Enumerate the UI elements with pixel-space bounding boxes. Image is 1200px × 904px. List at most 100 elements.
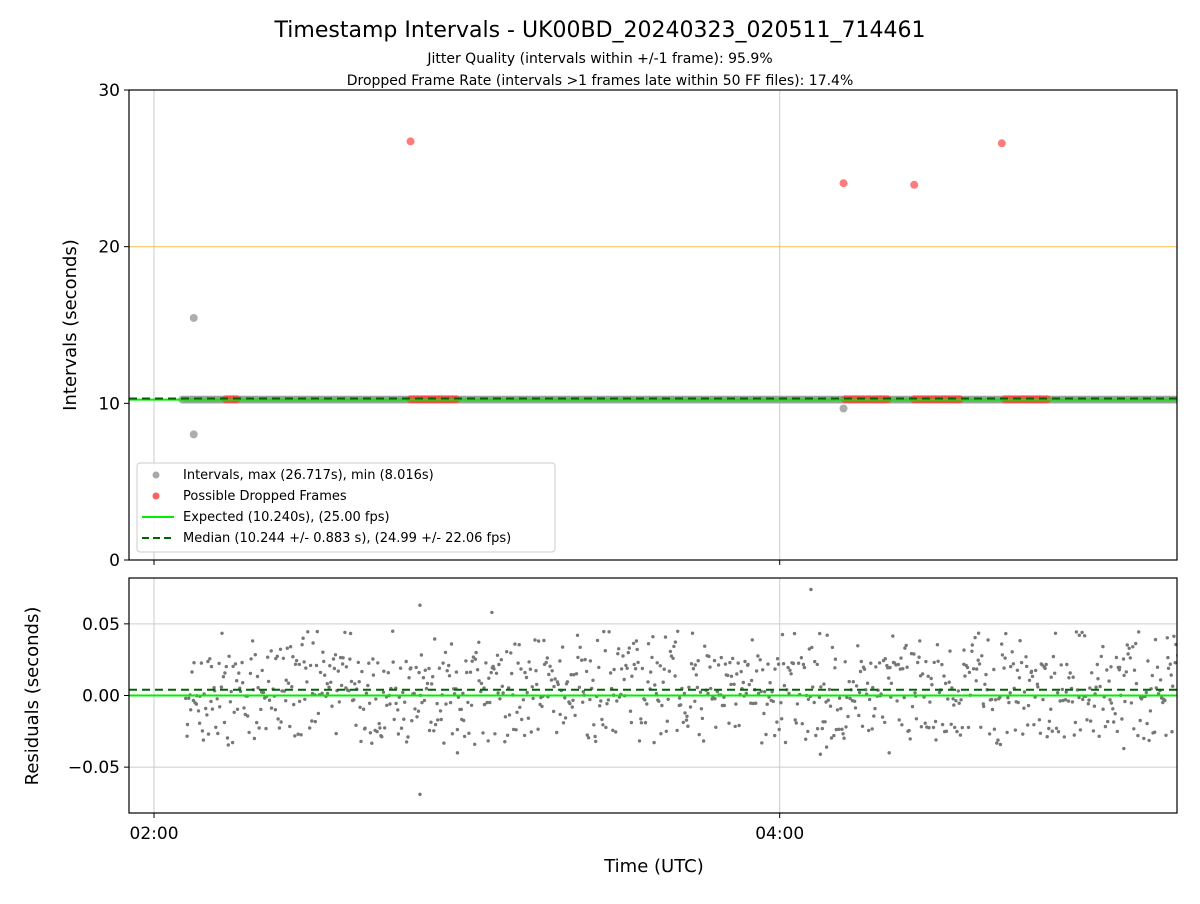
residual-point (313, 719, 317, 724)
residual-point (1150, 673, 1155, 678)
residual-point (1090, 671, 1094, 675)
residual-point (1111, 707, 1115, 711)
residual-point (762, 711, 766, 716)
residual-point (787, 691, 791, 696)
residual-point (731, 656, 735, 661)
residual-point (659, 732, 663, 736)
residual-point (523, 670, 527, 675)
residual-point (1088, 686, 1092, 690)
interval-outlier-point (189, 430, 198, 439)
residual-point (1106, 719, 1110, 724)
residual-point (971, 667, 976, 671)
residual-point (297, 699, 302, 704)
residual-point (923, 721, 927, 725)
residual-point (588, 659, 593, 663)
residual-point (311, 641, 315, 645)
residual-point (474, 650, 478, 655)
residual-point (765, 702, 769, 706)
residual-point (880, 715, 885, 719)
interval-point (1177, 396, 1185, 404)
residual-point (756, 691, 761, 696)
residual-point (783, 740, 788, 745)
residual-point (325, 682, 329, 686)
residual-point (308, 726, 312, 730)
residual-point (419, 653, 424, 657)
residual-point (354, 723, 358, 727)
residual-point (982, 704, 986, 709)
residual-point (257, 726, 261, 730)
residual-point (1077, 633, 1082, 637)
residual-point (249, 657, 253, 661)
residual-point (1019, 660, 1024, 665)
residual-point (856, 644, 860, 648)
residual-point (760, 741, 764, 745)
residual-point (321, 650, 325, 654)
residual-point (260, 668, 264, 673)
residual-point (1109, 665, 1113, 669)
residual-point (533, 638, 537, 642)
residual-point (959, 698, 963, 702)
residual-point (789, 672, 793, 676)
residual-point (928, 700, 932, 704)
residual-point (973, 635, 977, 640)
residual-point (962, 648, 966, 652)
residual-point (220, 631, 224, 635)
residual-point (221, 675, 226, 679)
residual-point (330, 704, 334, 708)
residual-point (795, 702, 800, 706)
residual-point (1081, 697, 1085, 702)
residual-point (507, 713, 512, 717)
residual-point (569, 673, 573, 677)
residual-point (588, 697, 592, 702)
residual-point (240, 660, 244, 665)
residual-point (983, 682, 987, 686)
residual-point (608, 671, 613, 675)
residual-point (551, 709, 556, 714)
residual-point (813, 659, 817, 664)
residual-point (185, 722, 190, 727)
residual-point (639, 721, 644, 725)
residual-point (634, 639, 639, 643)
residual-point (637, 739, 642, 743)
residual-point (1038, 731, 1043, 735)
residual-point (229, 689, 233, 694)
residual-point (729, 674, 734, 678)
residual-point (306, 630, 310, 634)
residual-point (489, 670, 493, 675)
residual-point (513, 642, 517, 646)
residual-point (208, 657, 212, 661)
residual-point (563, 716, 568, 720)
residual-point (197, 721, 202, 725)
residual-point (685, 714, 689, 718)
residual-point (763, 690, 767, 694)
residual-point (241, 681, 245, 685)
residual-point (1056, 730, 1061, 734)
residual-point (967, 670, 972, 675)
residual-point (558, 712, 562, 717)
residual-point (232, 710, 236, 714)
residual-point (935, 643, 940, 647)
residual-point (776, 662, 781, 666)
residual-point (660, 703, 664, 708)
residual-point (843, 660, 847, 664)
residual-point (470, 659, 474, 663)
residual-point (873, 706, 877, 711)
residual-point (1037, 718, 1042, 722)
residual-point (436, 718, 440, 722)
residual-point (723, 662, 728, 666)
residual-point (1122, 746, 1126, 751)
residual-point (694, 673, 698, 677)
residual-point (1138, 718, 1142, 723)
residual-point (844, 725, 848, 729)
residual-point (714, 725, 718, 729)
residual-point (671, 656, 675, 660)
residual-point (403, 700, 407, 704)
residual-point (418, 792, 422, 797)
residual-point (401, 690, 405, 695)
residual-point (565, 680, 570, 684)
residual-point (1092, 704, 1097, 708)
residual-point (367, 701, 372, 705)
residual-point (230, 740, 235, 745)
residual-point (954, 699, 958, 703)
residual-point (775, 720, 779, 724)
